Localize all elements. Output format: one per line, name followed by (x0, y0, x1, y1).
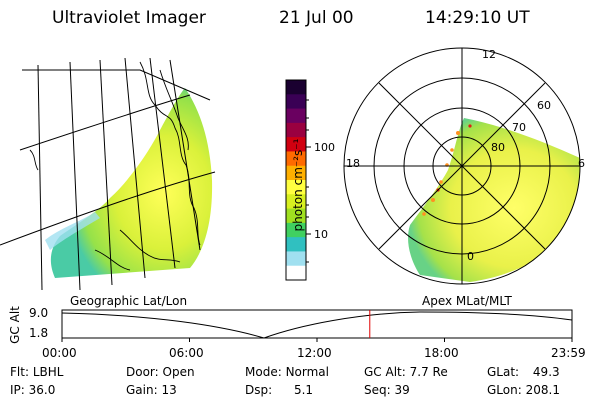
colorbar-segment (286, 108, 306, 124)
mlt-label-12: 12 (482, 48, 496, 61)
info-mode-key: Mode: (245, 365, 282, 379)
info-dsp-key: Dsp: (245, 383, 273, 397)
info-ip: IP: 36.0 (10, 383, 55, 397)
info-flt-value: LBHL (32, 365, 64, 379)
colorbar-tick-10: 10 (314, 228, 328, 241)
colorbar-frame (285, 79, 307, 281)
lat-label-80: 80 (491, 141, 505, 154)
info-seq: Seq: 39 (364, 383, 410, 397)
geo-grid (0, 57, 216, 291)
info-dsp-value: 5.1 (293, 383, 314, 397)
colorbar-segment (286, 265, 306, 281)
timeline-ylabel: GC Alt (8, 306, 22, 344)
info-glat-key: GLat: (487, 365, 520, 379)
colorbar-segment (286, 137, 306, 153)
info-door-value: Open (162, 365, 195, 379)
app-title: Ultraviolet Imager (52, 8, 206, 28)
colorbar-segment (286, 151, 306, 167)
colorbar-segment (286, 237, 306, 253)
info-seq-value: 39 (394, 383, 410, 397)
info-ip-value: 36.0 (28, 383, 56, 397)
info-gcalt-key: GC Alt: (364, 365, 406, 379)
colorbar-segment (286, 194, 306, 210)
colorbar-segment (286, 165, 306, 181)
info-flt: Flt: LBHL (10, 365, 63, 379)
geo-emission-region (50, 88, 213, 278)
timeline-xtick-0600: 06:00 (169, 346, 204, 360)
info-glat-value: 49.3 (532, 365, 560, 379)
info-glat: GLat: 49.3 (487, 365, 560, 379)
image-date: 21 Jul 00 (279, 8, 354, 28)
info-ip-key: IP: (10, 383, 25, 397)
polar-grid (343, 47, 581, 285)
info-gain: Gain: 13 (126, 383, 177, 397)
colorbar-tick-100: 100 (314, 141, 335, 154)
timeline-ticks (61, 338, 573, 342)
mlt-label-18: 18 (346, 157, 360, 170)
timeline-xtick-0000: 00:00 (42, 346, 77, 360)
info-dsp: Dsp: 5.1 (245, 383, 313, 397)
timeline-ytick-bottom: 1.8 (29, 326, 49, 340)
info-mode-value: Normal (285, 365, 329, 379)
colorbar-label: photon cm⁻²s⁻¹ (291, 138, 305, 232)
colorbar-segment (286, 122, 306, 138)
info-gcalt-value: 7.7 Re (409, 365, 448, 379)
info-gain-value: 13 (161, 383, 177, 397)
info-glon-value: 208.1 (525, 383, 560, 397)
info-door: Door: Open (126, 365, 195, 379)
info-gain-key: Gain: (126, 383, 158, 397)
geo-emission-edge (45, 212, 100, 250)
info-glon-key: GLon: (487, 383, 522, 397)
colorbar-ticks (306, 99, 311, 263)
colorbar (286, 80, 306, 281)
info-flt-key: Flt: (10, 365, 29, 379)
geo-coastline (29, 61, 201, 271)
info-door-key: Door: (126, 365, 159, 379)
colorbar-segment (286, 208, 306, 224)
colorbar-segment (286, 94, 306, 110)
mlt-label-6: 6 (578, 157, 585, 170)
mlt-label-0: 0 (467, 250, 474, 263)
timeline-xtick-2359: 23:59 (551, 346, 586, 360)
timeline-xtick-1200: 12:00 (297, 346, 332, 360)
altitude-curve (61, 311, 573, 339)
image-time: 14:29:10 UT (425, 8, 530, 28)
timeline-xtick-1800: 18:00 (424, 346, 459, 360)
info-seq-key: Seq: (364, 383, 391, 397)
colorbar-segment (286, 251, 306, 267)
timeline-ytick-top: 9.0 (29, 306, 49, 320)
info-glon: GLon: 208.1 (487, 383, 560, 397)
info-gcalt: GC Alt: 7.7 Re (364, 365, 448, 379)
info-mode: Mode: Normal (245, 365, 329, 379)
lat-label-70: 70 (512, 121, 526, 134)
geographic-caption: Geographic Lat/Lon (70, 294, 188, 308)
lat-label-60: 60 (537, 99, 551, 112)
colorbar-segment (286, 180, 306, 195)
colorbar-segment (286, 80, 306, 95)
colorbar-segment (286, 222, 306, 238)
apex-caption: Apex MLat/MLT (422, 294, 512, 308)
